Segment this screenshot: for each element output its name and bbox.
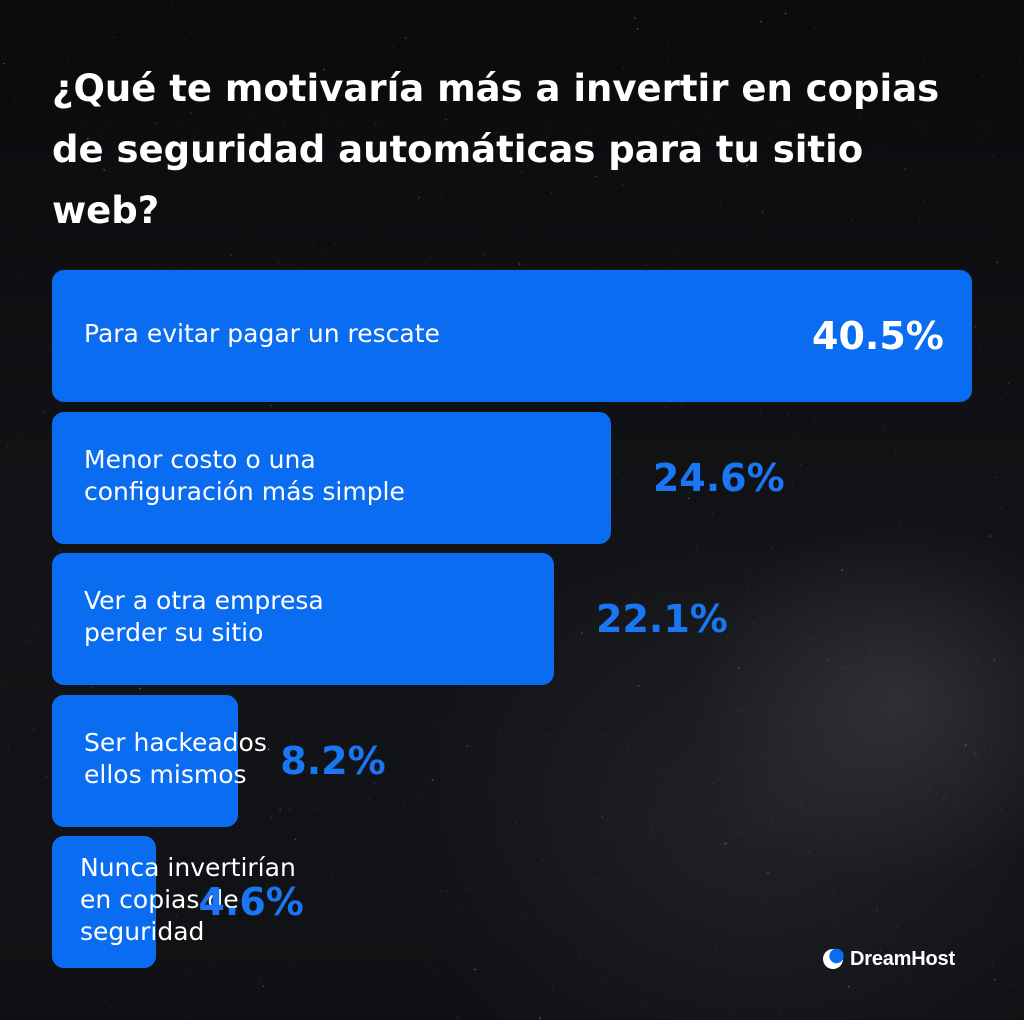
bar-4 xyxy=(52,694,239,827)
bar-2 xyxy=(52,411,611,544)
bar-5 xyxy=(52,836,157,968)
brand-name: DreamHost xyxy=(850,947,955,970)
value-label-3: 22.1% xyxy=(596,597,728,641)
bar-label-5: Nunca invertirían en copias de seguridad xyxy=(80,853,296,946)
dreamhost-logo: DreamHost xyxy=(822,944,955,974)
bar-1 xyxy=(52,270,972,402)
value-label-5: 4.6% xyxy=(198,880,304,924)
value-label-1: 40.5% xyxy=(812,314,944,358)
bar-label-1: Para evitar pagar un rescate xyxy=(84,319,440,348)
value-label-4: 8.2% xyxy=(280,738,386,783)
bar-label-4: Ser hackeados ellos mismos xyxy=(84,727,267,789)
chart-title: ¿Qué te motivaría más a invertir en copi… xyxy=(52,67,940,232)
moon-icon xyxy=(823,948,844,969)
value-label-2: 24.6% xyxy=(652,455,785,500)
bar-label-2: Menor costo o una configuración más simp… xyxy=(84,444,405,506)
bar-label-3: Ver a otra empresa perder su sitio xyxy=(84,586,324,647)
bar-3 xyxy=(52,553,555,685)
